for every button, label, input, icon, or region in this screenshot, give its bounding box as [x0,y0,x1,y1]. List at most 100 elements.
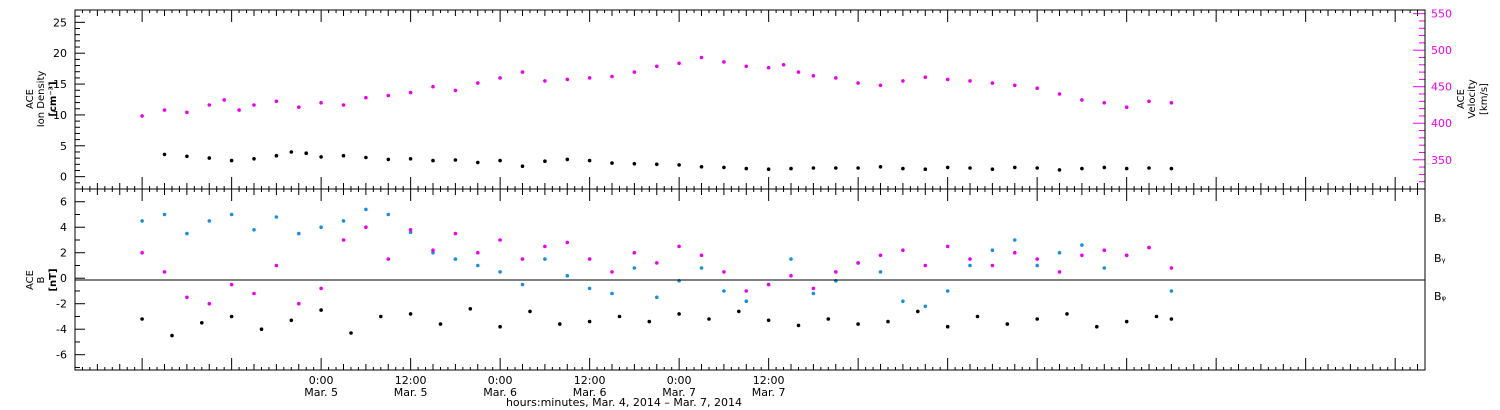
velocity-point [945,77,950,82]
left-axis-title-bottom: ACE B [nT] [25,268,59,291]
velocity-point [699,55,704,60]
bx-point [826,317,831,321]
density-point [1169,166,1174,171]
bz-point [923,263,928,268]
field-tick-label: 2 [60,247,67,260]
density-point [1124,166,1129,171]
density-point [923,167,928,171]
density-point [990,167,995,171]
x-tick-day-label: Mar. 5 [394,386,428,399]
right-axis-title: ACE Velocity [km/s] [1456,79,1490,118]
bx-point [229,314,234,319]
bx-point [647,319,652,324]
by-point [341,219,346,223]
velocity-point [655,64,659,69]
by-point [1035,263,1039,268]
velocity-point [162,108,167,112]
bx-point [200,321,204,325]
density-tick-label: 0 [60,171,67,184]
bz-point [990,263,995,268]
x-tick-time-label: 12:00 [753,374,785,387]
by-point [162,212,167,217]
bz-point [274,263,279,268]
bz-point [140,250,144,255]
bz-point [811,286,816,291]
bz-point [968,257,972,261]
velocity-point [766,65,771,70]
bz-point [632,250,637,255]
velocity-point [901,79,905,83]
by-point [319,225,323,229]
velocity-point [543,79,547,83]
by-point [229,212,234,217]
x-tick-day-label: Mar. 6 [483,386,517,399]
density-point [289,150,294,154]
bx-point [438,322,443,326]
by-point [1102,266,1107,270]
density-point [968,166,972,170]
velocity-point [498,76,502,80]
velocity-point [878,83,883,88]
by-point [610,291,614,296]
velocity-point [677,61,681,66]
by-point [990,248,995,252]
bz-point [856,261,860,265]
bz-point [901,248,905,252]
bz-point [699,253,704,258]
by-point [655,295,659,300]
legend-by: Bᵧ [1434,252,1446,265]
velocity-point [453,88,458,93]
density-point [610,161,614,165]
bx-point [558,322,562,326]
velocity-tick-label: 450 [1431,81,1452,94]
bz-point [453,231,458,236]
velocity-point [968,79,972,83]
velocity-point [834,76,838,80]
by-point [722,289,726,293]
bx-point [587,319,592,324]
by-point [498,270,502,274]
density-point [722,165,726,170]
bz-point [1147,245,1151,250]
density-point [408,157,413,161]
bz-point [319,286,323,291]
velocity-point [811,74,816,78]
by-point [543,257,547,261]
velocity-point [1013,83,1017,88]
velocity-point [297,105,301,109]
density-point [252,157,256,161]
x-tick-time-label: 0:00 [488,374,513,387]
density-point [229,158,234,163]
velocity-point [431,84,435,89]
bz-point [1124,253,1129,258]
bz-point [878,253,883,258]
bx-point [1154,314,1159,319]
velocity-point [1102,101,1107,105]
density-point [1080,166,1084,171]
velocity-label-line3: [km/s] [1479,83,1490,115]
top-panel-frame [74,9,1426,190]
density-point [699,165,704,169]
velocity-point [923,75,928,79]
by-point [632,266,637,270]
by-point [699,266,704,270]
density-point [677,163,681,167]
velocity-point [610,74,614,79]
density-point [789,166,793,171]
density-point [364,155,368,160]
bz-point [722,270,726,274]
x-tick-time-label: 12:00 [395,374,427,387]
bz-point [677,244,681,249]
by-point [274,215,279,219]
by-point [923,304,928,309]
bx-point [349,331,353,335]
by-point [386,212,391,217]
by-point [520,282,525,287]
x-tick-time-label: 12:00 [574,374,606,387]
by-point [744,299,749,304]
tick-marks-layer [74,9,1426,370]
bz-point [565,240,570,245]
by-point [431,250,435,255]
density-tick-label: 25 [53,16,67,29]
bz-point [587,257,592,261]
